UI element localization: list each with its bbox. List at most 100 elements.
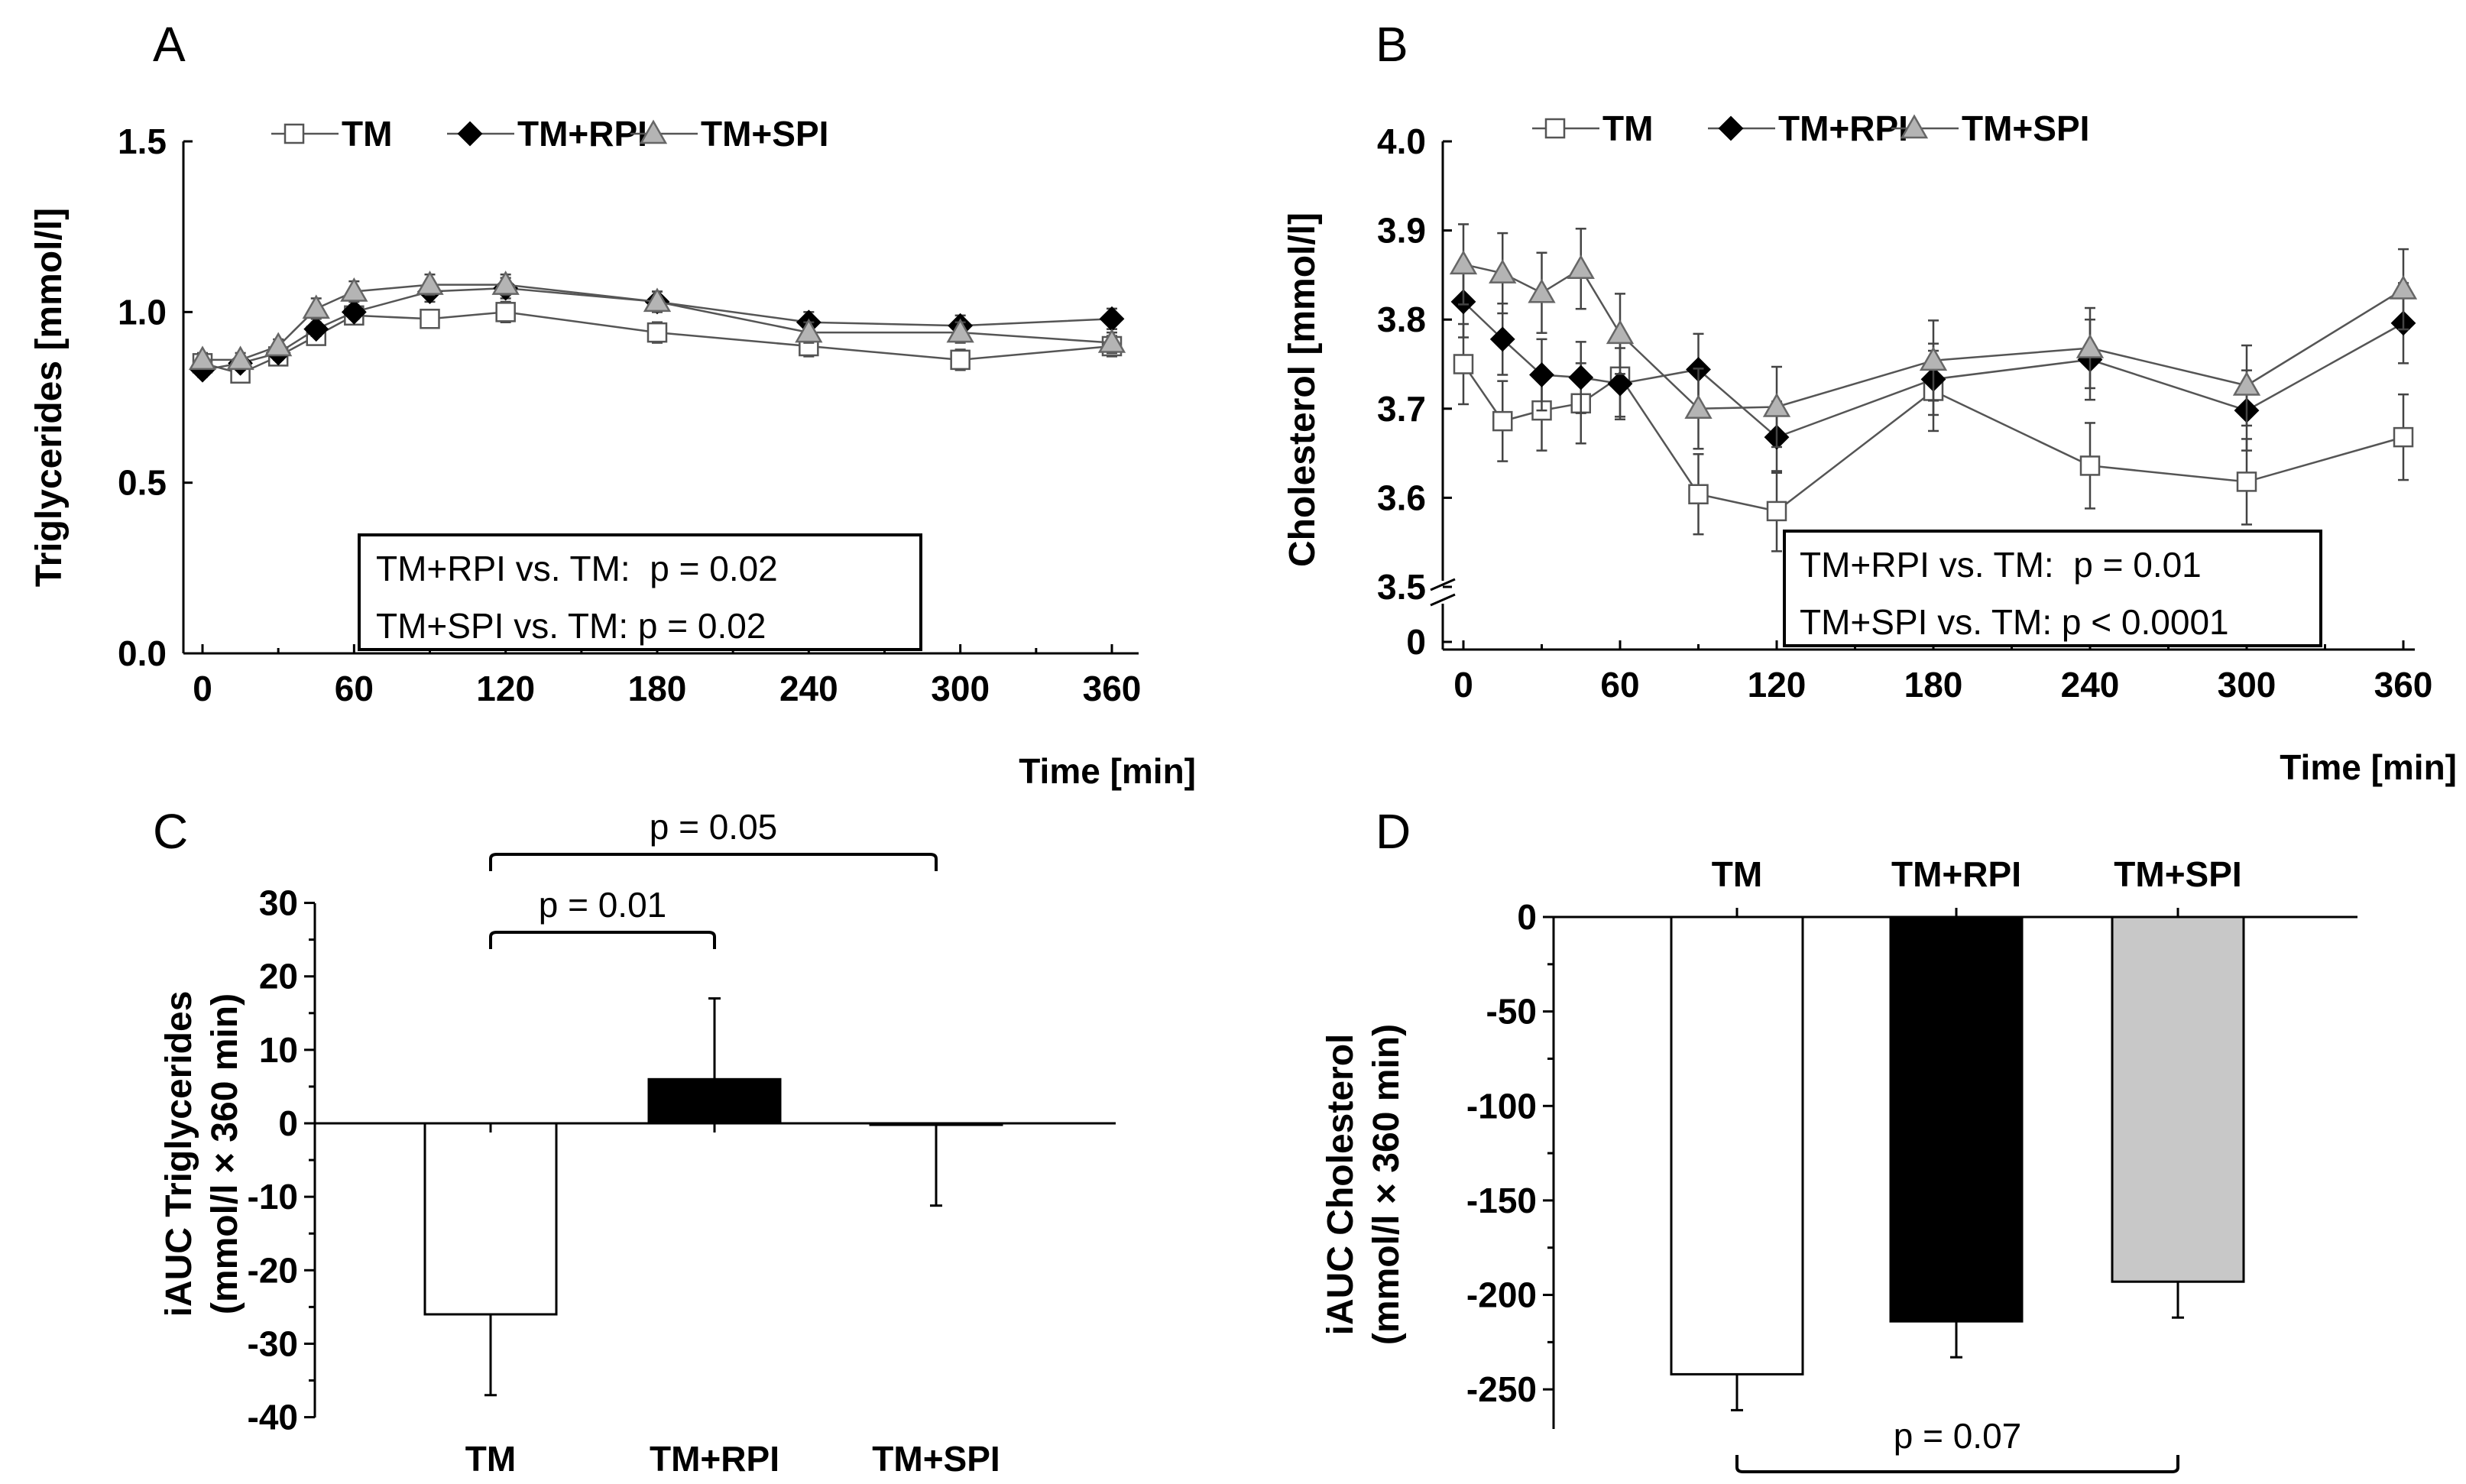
panel-a-plot-area [188,271,1126,384]
data-point-tm-spi [1684,394,1713,420]
panel-c: C 30 20 10 0 -10 -20 -30 -40 iAUC Triglycerides… [153,804,1116,1479]
y-tick-label: 3.7 [1377,389,1426,429]
panel-b-legend: TM TM+RPI TM+SPI [1532,109,2089,148]
legend-marker-tm-rpi [1718,115,1744,141]
data-point-tm-spi [795,318,823,343]
data-point-tm-rpi [1489,326,1515,352]
x-tick-label: 60 [1600,665,1639,705]
panel-a-x-label: Time [min] [1019,751,1196,791]
x-tick-label: 60 [335,669,374,708]
category-label-tm-spi: TM+SPI [872,1439,1000,1479]
data-point-tm-spi [1606,319,1635,345]
panel-d: D 0-50-100-150-200-250 iAUC Cholesterol … [1320,804,2357,1473]
panel-b: B 0 3.5 3.6 3.7 3.8 3.9 4.0 0 60 120 180 240 300 360… [1282,17,2457,787]
comparison-p-value: p = 0.07 [1894,1416,2022,1456]
data-point-tm-spi [946,318,974,343]
panel-b-axis-break-upper [1430,578,1456,591]
panel-b-stats-box [1783,530,2322,647]
y-tick-label: 4.0 [1377,122,1426,161]
panel-a-stat-line-1: TM+RPI vs. TM: p = 0.02 [376,549,778,588]
data-point-tm-spi [1449,250,1478,275]
legend-marker-tm [284,123,305,144]
panel-c-y-label-line-2: (mmol/l × 360 min) [205,993,245,1314]
data-point-tm-spi [1097,329,1126,353]
data-point-tm-spi [416,271,444,295]
x-tick-label: 360 [2374,665,2433,705]
data-point-tm-spi [1528,278,1556,303]
comparison-p-value: p = 0.01 [539,885,667,925]
category-label-tm-rpi: TM+RPI [650,1439,779,1479]
panel-b-x-label: Time [min] [2280,747,2457,787]
comparison-bracket [489,931,716,949]
category-label-tm: TM [1712,854,1762,894]
data-point-tm [2079,455,2101,476]
category-label-tm-spi: TM+SPI [2114,854,2241,894]
y-tick-label: -250 [1466,1369,1537,1409]
y-tick-label: 0.0 [118,633,167,673]
data-point-tm-spi [188,345,217,371]
y-tick-label: -40 [248,1398,298,1437]
legend-label-tm: TM [1602,109,1653,148]
y-tick-label: 0 [1517,897,1537,937]
panel-b-stat-line-1: TM+RPI vs. TM: p = 0.01 [1800,545,2202,585]
y-tick-label: 3.8 [1377,300,1426,339]
data-point-tm [2236,471,2257,492]
panel-c-y-label-line-1: iAUC Triglycerides [159,991,199,1317]
data-point-tm-rpi [341,299,367,325]
y-tick-label: 10 [259,1030,298,1070]
panel-a-legend: TM TM+RPI TM+SPI [271,114,828,154]
panel-a-stat-line-2: TM+SPI vs. TM: p = 0.02 [376,606,766,646]
y-tick-label: 3.9 [1377,211,1426,251]
x-tick-label: 360 [1083,669,1142,708]
legend-label-tm-rpi: TM+RPI [1778,109,1908,148]
panel-label-d: D [1376,804,1411,859]
legend-marker-tm-rpi [457,121,483,147]
legend-marker-tm-spi [1900,114,1929,139]
panel-a-y-ticks: 0.0 0.5 1.0 1.5 [118,122,193,673]
data-point-tm-spi [302,294,330,319]
y-tick-label: 3.5 [1377,567,1426,607]
x-tick-label: 240 [779,669,838,708]
panel-b-stat-line-2: TM+SPI vs. TM: p < 0.0001 [1800,602,2229,642]
data-point-tm [495,302,516,322]
data-point-tm-rpi [1607,371,1633,397]
panel-label-b: B [1376,17,1408,72]
panel-c-y-ticks: 30 20 10 0 -10 -20 -30 -40 [248,883,315,1437]
legend-marker-tm [1544,118,1566,139]
x-tick-label: 120 [476,669,535,708]
data-point-tm-spi [2076,333,2105,358]
comparison-bracket [489,853,938,871]
y-tick-label: 0 [1406,622,1426,662]
data-point-tm-spi [643,287,672,313]
data-point-tm [2393,426,2414,448]
y-tick-label: -200 [1466,1275,1537,1315]
legend-marker-tm-spi [639,119,668,144]
data-point-tm [1766,501,1787,522]
data-point-tm-spi [2232,371,2261,396]
panel-d-y-label-line-2: (mmol/l × 360 min) [1366,1024,1407,1345]
data-point-tm-spi [340,277,368,302]
bar-tm [423,1122,558,1316]
x-tick-label: 180 [1904,665,1963,705]
data-point-tm [950,349,971,371]
y-tick-label: 20 [259,957,298,996]
x-tick-label: 300 [2218,665,2276,705]
series-tm-spi [188,271,1126,371]
data-point-tm [1492,410,1513,432]
y-tick-label: 3.6 [1377,478,1426,517]
data-point-tm-spi [491,271,520,295]
panel-b-y-ticks: 0 3.5 3.6 3.7 3.8 3.9 4.0 [1377,122,1452,662]
data-point-tm-rpi [1099,306,1125,332]
panel-d-plot-area: TM TM+RPI TM+SPI p = 0.07 [1670,854,2245,1473]
panel-d-y-ticks: 0 -50 -100 -150 -200 -250 [1466,897,1554,1409]
y-tick-label: -50 [1486,992,1537,1032]
panel-a-stats-box [358,533,922,651]
comparison-bracket [1735,1455,2179,1473]
y-tick-label: 0.5 [118,463,167,503]
comparison-p-value: p = 0.05 [650,807,778,847]
bar-tm [1670,915,1804,1375]
panel-a: A 0.0 0.5 1.0 1.5 0 60 120 180 240 300 360 Trigly… [29,17,1196,791]
panel-b-x-ticks: 0 60 120 180 240 300 360 [1453,640,2432,705]
data-point-tm-spi [2389,275,2418,300]
x-tick-label: 240 [2061,665,2120,705]
